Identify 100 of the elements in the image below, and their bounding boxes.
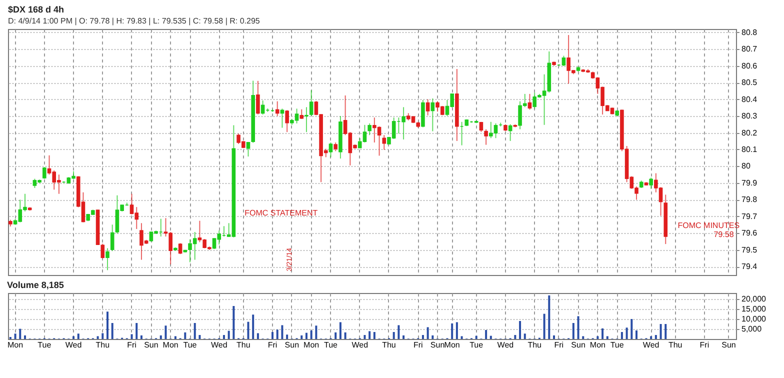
bar: [72, 336, 75, 339]
y-tick-label: 80.5: [742, 78, 758, 88]
bar: [24, 335, 26, 339]
bar: [102, 333, 104, 339]
x-tick-label: Mon: [304, 340, 320, 350]
bar: [281, 325, 284, 339]
x-tick-label: Thu: [668, 340, 682, 350]
bar: [422, 335, 424, 339]
x-tick-label: Wed: [65, 340, 82, 350]
bar: [572, 323, 574, 339]
bar: [432, 335, 434, 339]
bar: [315, 326, 318, 339]
bar: [14, 334, 16, 339]
bar: [636, 330, 638, 339]
bar: [630, 319, 633, 339]
y-tick-label: 80.4: [742, 94, 758, 104]
bar: [620, 332, 623, 339]
y-tick-label: 80.8: [742, 28, 758, 37]
y-tick-label: 80.1: [742, 144, 758, 154]
bar: [654, 335, 657, 339]
bar: [232, 306, 235, 339]
bar: [602, 328, 604, 339]
y-tick-label: 79.4: [742, 262, 758, 272]
candlestick: [256, 80, 260, 115]
bar: [310, 330, 312, 339]
bar: [136, 323, 138, 339]
bar: [344, 332, 346, 339]
bar: [256, 333, 259, 339]
y-tick-label: 79.5: [742, 245, 758, 254]
chart-title: $DX 168 d 4h: [8, 4, 64, 14]
bar: [519, 321, 522, 339]
y-tick-label: 5,000: [742, 324, 762, 334]
x-tick-label: Thu: [528, 340, 542, 350]
chart-subtitle: D: 4/9/14 1:00 PM | O: 79.78 | H: 79.83 | L: 79.535 | C: 79.58 | R: 0.295: [8, 16, 260, 26]
bar: [606, 336, 608, 339]
x-tick-label: Tue: [470, 340, 484, 350]
y-tick-label: 79.8: [742, 195, 758, 204]
candlestick: [285, 110, 289, 133]
x-tick-label: Wed: [642, 340, 660, 350]
bar: [475, 336, 478, 339]
bar: [272, 332, 274, 339]
bar: [553, 335, 555, 339]
bar: [160, 335, 162, 339]
x-tick-label: Sun: [571, 340, 586, 350]
bar: [524, 334, 526, 339]
bar: [660, 324, 662, 339]
bar: [228, 330, 230, 339]
bar: [286, 334, 288, 339]
candlestick: [508, 124, 512, 142]
candlestick: [275, 100, 280, 117]
bar: [548, 295, 550, 339]
x-tick-label: Thu: [382, 340, 396, 350]
bar: [222, 335, 225, 339]
x-tick-label: Mon: [8, 340, 24, 350]
annotation: 79.58: [714, 230, 734, 240]
bar: [140, 335, 142, 339]
y-tick-label: 80.3: [742, 112, 758, 121]
x-tick-label: Fri: [554, 340, 564, 350]
bar: [174, 336, 176, 339]
x-tick-label: Tue: [38, 340, 52, 350]
x-tick-label: Thu: [236, 340, 250, 350]
x-tick-label: Sun: [722, 340, 736, 350]
candlestick: [246, 141, 250, 158]
x-tick-label: Sun: [430, 340, 445, 350]
candlestick: [304, 106, 308, 133]
bar: [96, 336, 99, 339]
candlestick: [328, 142, 333, 158]
candlestick: [528, 93, 532, 110]
bar: [460, 336, 463, 339]
x-tick-label: Thu: [96, 340, 110, 350]
bar: [514, 335, 516, 339]
x-tick-label: Fri: [413, 340, 423, 350]
bar: [392, 332, 395, 339]
x-tick-label: Fri: [700, 340, 710, 350]
bar: [247, 322, 250, 339]
y-tick-label: 80.2: [742, 128, 758, 138]
bar: [77, 334, 80, 339]
candlestick: [421, 99, 425, 128]
y-tick-label: 20,000: [742, 294, 767, 304]
candlestick: [562, 55, 566, 67]
bar: [198, 335, 201, 339]
candlestick: [426, 98, 430, 116]
x-tick-label: Fri: [268, 340, 278, 350]
bar: [426, 327, 429, 339]
bar: [130, 334, 133, 339]
x-tick-label: Sun: [144, 340, 158, 350]
bar: [106, 312, 108, 339]
x-tick-label: Wed: [210, 340, 228, 350]
x-tick-label: Tue: [183, 340, 198, 350]
bar: [626, 328, 628, 339]
bar: [164, 326, 167, 339]
chart-title: Volume 8,185: [7, 280, 64, 290]
bar: [402, 335, 405, 339]
bar: [577, 316, 580, 339]
y-tick-label: 79.9: [742, 178, 758, 188]
x-tick-label: Mon: [162, 340, 178, 350]
x-tick-label: Wed: [352, 340, 368, 350]
bar: [451, 323, 454, 339]
bar: [596, 336, 599, 339]
candlestick: [484, 128, 488, 146]
